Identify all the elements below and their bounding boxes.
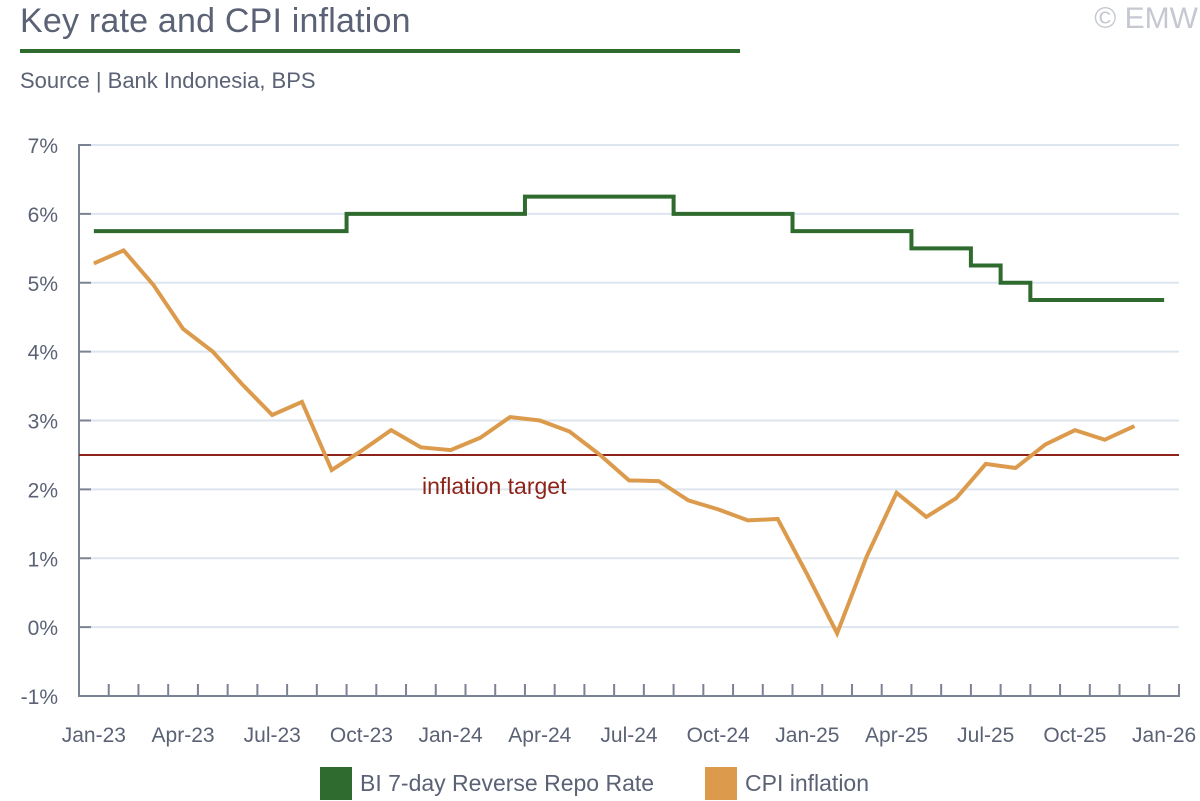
y-tick-label: 2% — [28, 479, 58, 502]
y-tick-label: 0% — [28, 617, 58, 640]
legend-label-cpi: CPI inflation — [745, 770, 869, 797]
legend-swatch-key-rate — [320, 767, 352, 800]
y-tick-label: 4% — [28, 342, 58, 365]
legend: BI 7-day Reverse Repo Rate CPI inflation — [0, 767, 1200, 801]
cpi-inflation-line — [94, 250, 1135, 633]
y-tick-label: 6% — [28, 204, 58, 227]
x-tick-label: Oct-23 — [330, 724, 393, 747]
y-tick-label: 1% — [28, 548, 58, 571]
x-tick-label: Jul-25 — [957, 724, 1014, 747]
y-tick-label: 3% — [28, 411, 58, 434]
legend-label-key-rate: BI 7-day Reverse Repo Rate — [360, 770, 654, 797]
y-tick-label: -1% — [21, 686, 58, 709]
series-group — [94, 197, 1164, 634]
x-tick-label: Apr-23 — [152, 724, 215, 747]
inflation-target-label: inflation target — [422, 473, 567, 499]
x-tick-label: Oct-24 — [687, 724, 750, 747]
x-tick-label: Jan-26 — [1132, 724, 1196, 747]
x-axis-ticks: Jan-23 Apr-23 Jul-23 Oct-23 Jan-24 Apr-24 Jul-… — [62, 684, 1196, 747]
x-tick-label: Apr-24 — [508, 724, 571, 747]
y-tick-label: 5% — [28, 273, 58, 296]
gridlines — [91, 145, 1179, 627]
x-tick-label: Jul-24 — [600, 724, 658, 747]
inflation-target-group: inflation target — [79, 455, 1179, 499]
x-tick-label: Jan-23 — [62, 724, 126, 747]
x-tick-label: Jul-23 — [244, 724, 301, 747]
x-tick-label: Jan-24 — [419, 724, 484, 747]
x-tick-label: Apr-25 — [865, 724, 928, 747]
y-axis-ticks: -1% 0% 1% 2% 3% 4% 5% 6% 7% — [21, 135, 91, 709]
x-tick-label: Oct-25 — [1043, 724, 1106, 747]
chart-plot: -1% 0% 1% 2% 3% 4% 5% 6% 7% Jan-23 Apr-23 Jul-23 Oc… — [0, 0, 1200, 760]
y-tick-label: 7% — [28, 135, 58, 158]
x-tick-label: Jan-25 — [775, 724, 839, 747]
legend-swatch-cpi — [705, 767, 737, 800]
legend-item-cpi: CPI inflation — [705, 767, 869, 800]
legend-item-key-rate: BI 7-day Reverse Repo Rate — [320, 767, 654, 800]
key-rate-line — [94, 197, 1164, 300]
